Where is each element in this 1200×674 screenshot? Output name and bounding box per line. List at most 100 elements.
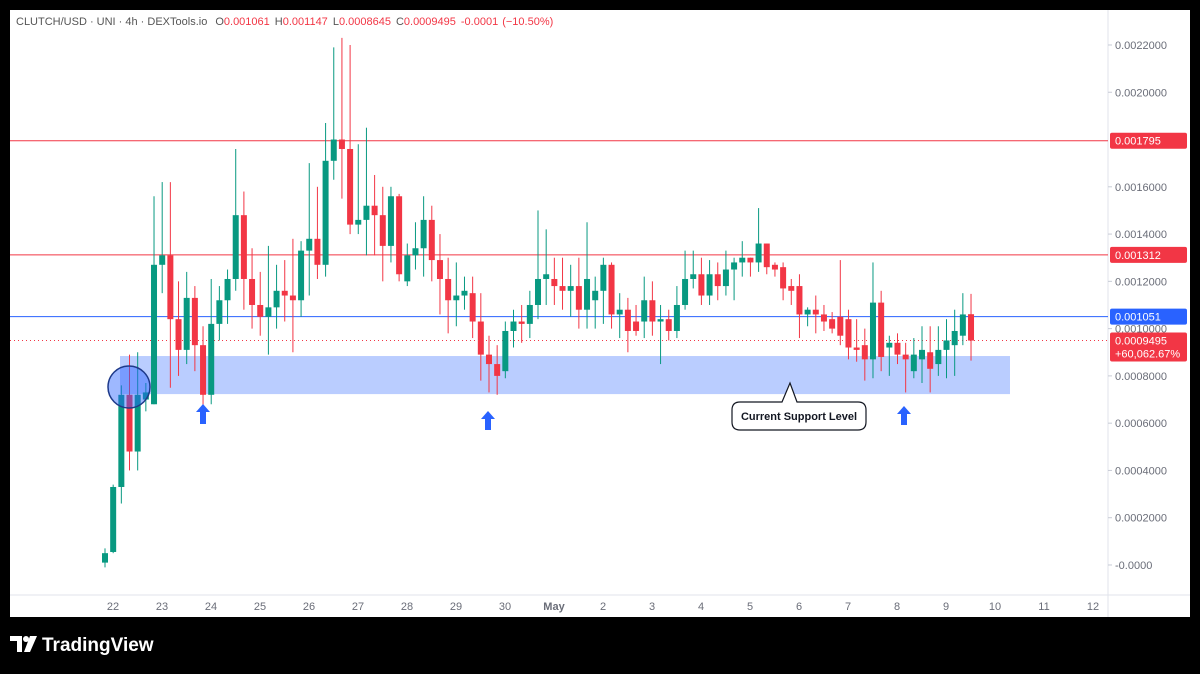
candle-body bbox=[502, 330, 509, 372]
candle-body bbox=[551, 278, 558, 287]
candle-body bbox=[175, 319, 182, 350]
candle-body bbox=[682, 278, 689, 305]
level-label-box bbox=[1110, 246, 1187, 263]
y-tick-label: 0.0008000 bbox=[1115, 371, 1167, 383]
candle-body bbox=[943, 340, 950, 350]
footer-brand: TradingView bbox=[42, 635, 154, 656]
y-tick-label: -0.0000 bbox=[1115, 560, 1152, 572]
candle-body bbox=[592, 290, 599, 301]
candle-body bbox=[167, 255, 174, 320]
candle-body bbox=[436, 260, 443, 279]
candle-body bbox=[526, 304, 533, 324]
candle-body bbox=[853, 347, 860, 350]
x-tick-label: 10 bbox=[989, 601, 1001, 613]
candle-body bbox=[257, 304, 264, 317]
level-label-box bbox=[1110, 308, 1187, 325]
candle-body bbox=[191, 297, 198, 346]
candle-body bbox=[485, 354, 492, 365]
y-tick-label: 0.0006000 bbox=[1115, 418, 1167, 430]
candle-body bbox=[420, 219, 427, 249]
ohlc: O0.001061 H0.001147 L0.0008645 C0.0009495 bbox=[215, 16, 456, 28]
x-tick-label: 26 bbox=[303, 601, 315, 613]
level-label: 0.001795 bbox=[1115, 136, 1161, 148]
ohlc-key: O bbox=[215, 16, 224, 28]
callout-box bbox=[731, 381, 867, 431]
candle-body bbox=[363, 205, 370, 220]
x-tick-label: 6 bbox=[796, 601, 802, 613]
candle-body bbox=[616, 309, 623, 315]
candle-body bbox=[412, 248, 419, 256]
candle-body bbox=[371, 205, 378, 216]
ohlc-value: 0.0008645 bbox=[339, 16, 391, 28]
logo-mark bbox=[23, 636, 29, 642]
candle-body bbox=[837, 316, 844, 336]
candle-body bbox=[118, 394, 125, 487]
candle-body bbox=[714, 274, 721, 287]
candle-body bbox=[788, 286, 795, 291]
x-tick-label: 2 bbox=[600, 601, 606, 613]
candle-body bbox=[216, 300, 223, 324]
candle-body bbox=[151, 264, 158, 405]
support-zone bbox=[120, 356, 1010, 395]
x-tick-label: 12 bbox=[1087, 601, 1099, 613]
candle-body bbox=[265, 307, 272, 317]
level-label: 0.001051 bbox=[1115, 312, 1161, 324]
candle-body bbox=[543, 274, 550, 279]
symbol: CLUTCH/USD · UNI · 4h · DEXTools.io bbox=[16, 16, 207, 28]
y-tick-label: 0.0012000 bbox=[1115, 276, 1167, 288]
candle-body bbox=[142, 392, 149, 400]
up-arrow bbox=[196, 404, 210, 424]
candle-body bbox=[755, 243, 762, 263]
candle-body bbox=[673, 304, 680, 331]
header: CLUTCH/USD · UNI · 4h · DEXTools.io O0.00… bbox=[16, 16, 553, 28]
candle-body bbox=[379, 215, 386, 246]
x-tick-label: 22 bbox=[107, 601, 119, 613]
y-tick-label: 0.0022000 bbox=[1115, 40, 1167, 52]
x-tick-label: 23 bbox=[156, 601, 168, 613]
ohlc-key: L bbox=[333, 16, 339, 28]
candle-body bbox=[110, 486, 117, 552]
candle-body bbox=[649, 300, 656, 322]
candle-body bbox=[159, 255, 166, 265]
candle-body bbox=[657, 319, 664, 322]
candle-body bbox=[624, 309, 631, 331]
highlight-circle bbox=[107, 365, 151, 409]
candle-body bbox=[461, 290, 468, 296]
candle-body bbox=[575, 286, 582, 310]
candle-body bbox=[567, 286, 574, 291]
candle-body bbox=[894, 342, 901, 355]
candle-body bbox=[902, 354, 909, 360]
x-tick-label: 28 bbox=[401, 601, 413, 613]
candle-body bbox=[126, 394, 133, 452]
logo-mark bbox=[10, 636, 22, 652]
x-tick-label: 8 bbox=[894, 601, 900, 613]
candle-body bbox=[845, 319, 852, 348]
candle-body bbox=[608, 264, 615, 315]
candle-body bbox=[273, 290, 280, 308]
callout-text: Current Support Level bbox=[741, 411, 857, 423]
candle-body bbox=[249, 278, 256, 305]
candle-body bbox=[314, 238, 321, 265]
candle-body bbox=[804, 309, 811, 315]
change: -0.0001 bbox=[461, 16, 498, 28]
candle-body bbox=[968, 314, 975, 341]
candle-body bbox=[469, 293, 476, 322]
up-arrow bbox=[481, 411, 495, 430]
candle-body bbox=[812, 309, 819, 315]
chart-card bbox=[10, 10, 1190, 617]
candle-body bbox=[518, 321, 525, 324]
candle-body bbox=[322, 160, 329, 265]
candle-body bbox=[706, 274, 713, 296]
x-tick-label: 3 bbox=[649, 601, 655, 613]
candle-body bbox=[951, 330, 958, 346]
candle-body bbox=[428, 219, 435, 261]
y-tick-label: 0.0002000 bbox=[1115, 513, 1167, 525]
candle-body bbox=[338, 139, 345, 149]
candle-body bbox=[559, 286, 566, 291]
candle-body bbox=[355, 219, 362, 225]
y-tick-label: 0.0004000 bbox=[1115, 465, 1167, 477]
arrows bbox=[196, 404, 911, 430]
x-tick-label: 29 bbox=[450, 601, 462, 613]
